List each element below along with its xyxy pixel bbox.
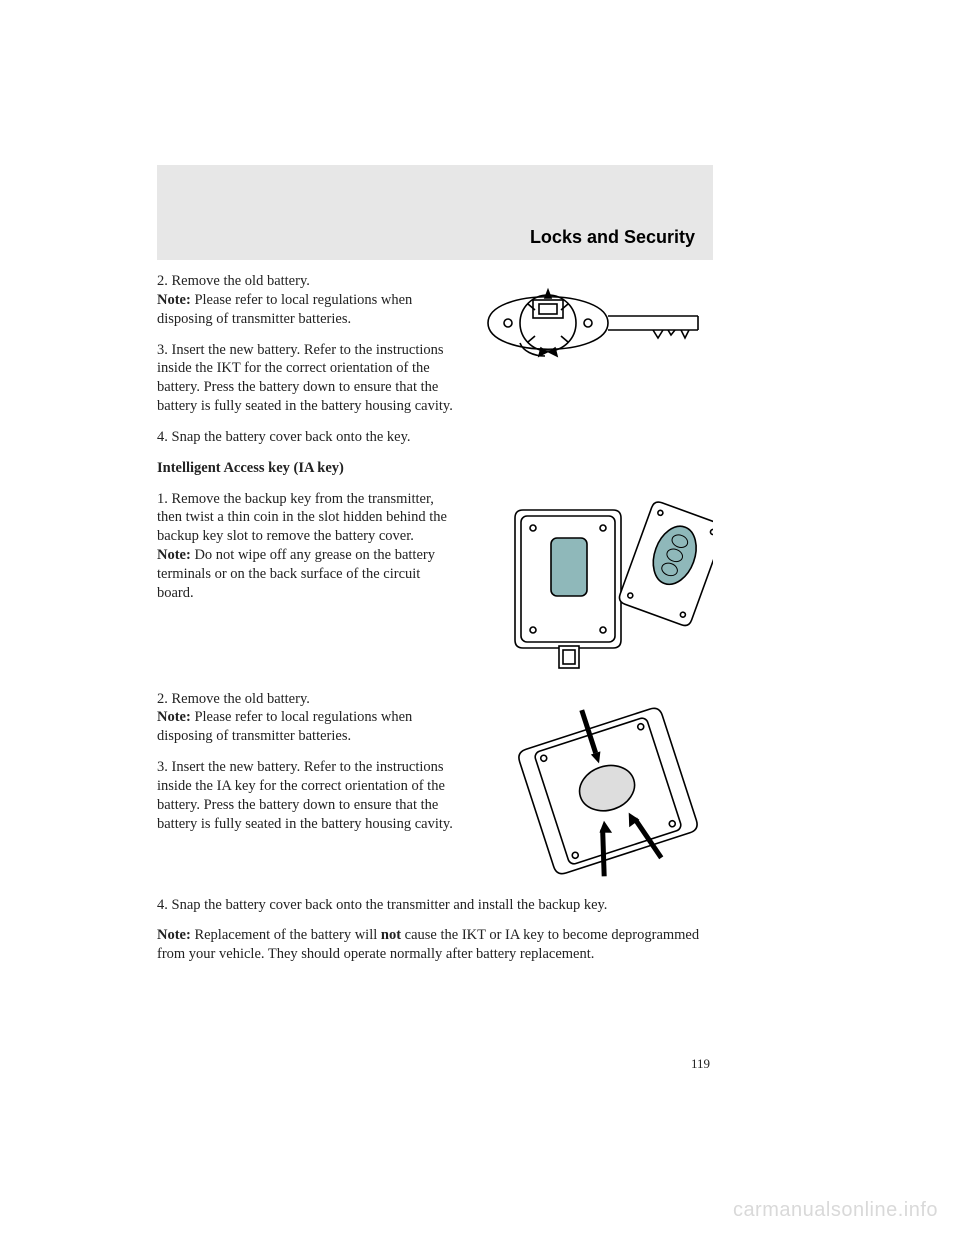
page-number: 119 xyxy=(691,1056,710,1072)
section-final-note: Note: Replacement of the battery will no… xyxy=(157,926,713,964)
page-header: Locks and Security xyxy=(157,165,713,260)
note-label-2: Note: xyxy=(157,547,191,563)
step4-text-ia: 4. Snap the battery cover back onto the … xyxy=(157,897,607,913)
watermark: carmanualsonline.info xyxy=(733,1199,938,1222)
section-insert-battery-1: 3. Insert the new battery. Refer to the … xyxy=(157,341,463,416)
section-snap-cover-1: 4. Snap the battery cover back onto the … xyxy=(157,428,713,447)
step2-line: 2. Remove the old battery. xyxy=(157,273,310,289)
final-note-bold: not xyxy=(381,927,401,943)
section-remove-battery-1: 2. Remove the old battery. Note: Please … xyxy=(157,272,463,329)
step1-ia: 1. Remove the backup key from the transm… xyxy=(157,490,457,603)
step2-ia: 2. Remove the old battery. Note: Please … xyxy=(157,690,457,747)
note-label: Note: xyxy=(157,292,191,308)
step1-text: 1. Remove the backup key from the transm… xyxy=(157,491,447,545)
note-text: Please refer to local regulations when d… xyxy=(157,292,412,327)
step3-ia: 3. Insert the new battery. Refer to the … xyxy=(157,758,457,833)
section-remove-backup-key: 1. Remove the backup key from the transm… xyxy=(157,490,483,603)
figure-key-battery xyxy=(473,268,713,378)
step2-line-ia: 2. Remove the old battery. xyxy=(157,691,310,707)
step-2-text: 2. Remove the old battery. Note: Please … xyxy=(157,272,457,329)
figure-ia-key-open xyxy=(493,490,713,680)
step3-text: 3. Insert the new battery. Refer to the … xyxy=(157,342,453,415)
figure-ia-key-insert xyxy=(503,696,713,886)
section-remove-battery-2: 2. Remove the old battery. Note: Please … xyxy=(157,690,493,747)
step3-text-ia: 3. Insert the new battery. Refer to the … xyxy=(157,759,453,832)
header-title: Locks and Security xyxy=(530,227,695,248)
final-note-a: Replacement of the battery will xyxy=(191,927,381,943)
note-label-3: Note: xyxy=(157,709,191,725)
section-snap-cover-2: 4. Snap the battery cover back onto the … xyxy=(157,896,713,915)
note-text-2: Do not wipe off any grease on the batter… xyxy=(157,547,435,601)
note-text-3: Please refer to local regulations when d… xyxy=(157,709,412,744)
step4-text: 4. Snap the battery cover back onto the … xyxy=(157,429,411,445)
section-insert-battery-2: 3. Insert the new battery. Refer to the … xyxy=(157,758,493,833)
page-content: 2. Remove the old battery. Note: Please … xyxy=(157,272,713,976)
final-note-label: Note: xyxy=(157,927,191,943)
subheading-ia-key: Intelligent Access key (IA key) xyxy=(157,459,713,478)
